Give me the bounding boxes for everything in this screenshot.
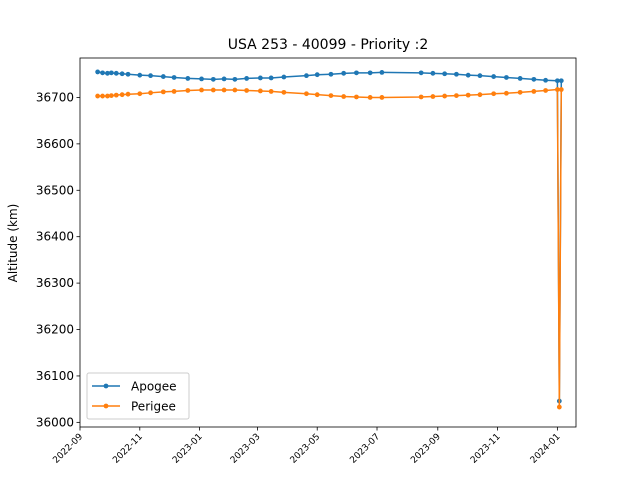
data-point-perigee-40 — [558, 87, 564, 92]
data-point-perigee-12 — [199, 87, 204, 93]
data-point-perigee-21 — [314, 92, 320, 98]
y-tick-label-36700: 36700 — [36, 90, 74, 104]
data-point-perigee-37 — [543, 88, 549, 93]
data-point-apogee-31 — [465, 72, 471, 78]
data-point-perigee-18 — [268, 89, 274, 94]
data-point-apogee-9 — [160, 74, 166, 79]
data-point-apogee-20 — [304, 73, 309, 79]
data-point-apogee-4 — [113, 70, 119, 76]
legend-box — [86, 372, 190, 420]
data-point-perigee-9 — [160, 89, 166, 95]
data-point-apogee-3 — [108, 70, 114, 76]
y-tick-label-36000: 36000 — [36, 415, 74, 429]
data-point-perigee-11 — [185, 88, 191, 93]
data-point-perigee-17 — [257, 88, 263, 94]
data-point-perigee-10 — [171, 89, 177, 94]
y-axis-label: Altitude (km) — [6, 204, 20, 283]
data-point-apogee-30 — [454, 71, 459, 77]
data-point-apogee-2 — [105, 70, 110, 76]
data-point-apogee-26 — [379, 69, 385, 75]
data-point-perigee-6 — [125, 91, 131, 97]
data-point-perigee-7 — [137, 91, 143, 97]
data-point-apogee-35 — [517, 76, 523, 81]
data-point-apogee-38 — [554, 78, 560, 84]
data-point-perigee-16 — [244, 88, 250, 93]
data-point-perigee-23 — [341, 94, 347, 99]
data-point-apogee-10 — [171, 75, 177, 80]
data-point-apogee-19 — [281, 74, 287, 80]
data-point-apogee-21 — [314, 72, 320, 78]
data-point-perigee-29 — [442, 93, 448, 99]
data-point-apogee-23 — [341, 70, 347, 76]
data-point-perigee-33 — [491, 91, 497, 97]
data-point-apogee-13 — [210, 76, 216, 82]
data-point-perigee-35 — [517, 89, 523, 95]
y-tick-label-36400: 36400 — [36, 230, 74, 244]
data-point-apogee-27 — [418, 70, 424, 76]
legend-label-apogee: Apogee — [131, 380, 177, 394]
data-point-apogee-8 — [148, 73, 153, 79]
data-point-apogee-24 — [354, 70, 359, 76]
data-point-apogee-11 — [185, 76, 191, 81]
data-point-perigee-24 — [354, 94, 359, 100]
data-point-apogee-5 — [119, 71, 125, 77]
legend-label-perigee: Perigee — [131, 400, 176, 414]
data-point-perigee-13 — [210, 87, 216, 93]
data-point-perigee-4 — [113, 92, 119, 98]
data-point-apogee-14 — [221, 76, 227, 82]
data-point-perigee-26 — [379, 95, 385, 100]
data-point-apogee-29 — [442, 71, 448, 77]
y-tick-label-36600: 36600 — [36, 137, 74, 151]
data-point-apogee-17 — [257, 75, 263, 81]
chart-title: USA 253 - 40099 - Priority :2 — [228, 37, 428, 53]
legend-marker-apogee — [103, 383, 109, 389]
data-point-perigee-27 — [418, 94, 424, 100]
data-point-perigee-15 — [232, 87, 238, 93]
data-point-perigee-34 — [504, 90, 509, 96]
legend-marker-perigee — [103, 403, 109, 409]
data-point-perigee-14 — [221, 87, 227, 93]
data-point-perigee-30 — [454, 93, 459, 98]
data-point-perigee-1 — [100, 93, 105, 99]
y-tick-label-36300: 36300 — [36, 276, 74, 290]
data-point-perigee-20 — [304, 91, 309, 97]
data-point-apogee-12 — [199, 76, 204, 82]
data-point-perigee-28 — [430, 94, 436, 99]
data-point-apogee-40 — [558, 78, 564, 84]
data-point-apogee-16 — [244, 76, 250, 81]
data-point-perigee-39 — [556, 404, 562, 410]
data-point-perigee-0 — [95, 93, 101, 99]
data-point-apogee-25 — [367, 70, 373, 76]
data-point-perigee-2 — [105, 93, 110, 99]
data-point-apogee-1 — [100, 70, 105, 76]
data-point-apogee-22 — [328, 71, 334, 77]
data-point-apogee-15 — [232, 76, 238, 82]
data-point-apogee-34 — [504, 75, 509, 80]
data-point-perigee-31 — [465, 92, 471, 98]
data-point-perigee-38 — [554, 87, 560, 92]
data-point-apogee-32 — [477, 73, 483, 79]
data-point-apogee-7 — [137, 72, 143, 78]
data-point-apogee-36 — [531, 76, 537, 82]
y-tick-label-36500: 36500 — [36, 183, 74, 197]
data-point-apogee-28 — [430, 70, 436, 76]
y-tick-label-36200: 36200 — [36, 323, 74, 337]
data-point-apogee-18 — [268, 75, 274, 81]
data-point-apogee-6 — [125, 71, 131, 77]
data-point-apogee-37 — [543, 77, 549, 83]
data-point-apogee-0 — [95, 69, 101, 75]
data-point-perigee-32 — [477, 92, 483, 98]
axes-frame — [79, 57, 577, 428]
data-point-perigee-5 — [119, 92, 125, 98]
data-point-perigee-3 — [108, 93, 114, 98]
data-point-perigee-25 — [367, 95, 373, 100]
data-point-perigee-22 — [328, 93, 334, 98]
data-point-perigee-36 — [531, 89, 537, 94]
data-point-apogee-33 — [491, 74, 497, 79]
y-tick-label-36100: 36100 — [36, 369, 74, 383]
data-point-perigee-19 — [281, 89, 287, 95]
data-point-perigee-8 — [148, 90, 153, 96]
